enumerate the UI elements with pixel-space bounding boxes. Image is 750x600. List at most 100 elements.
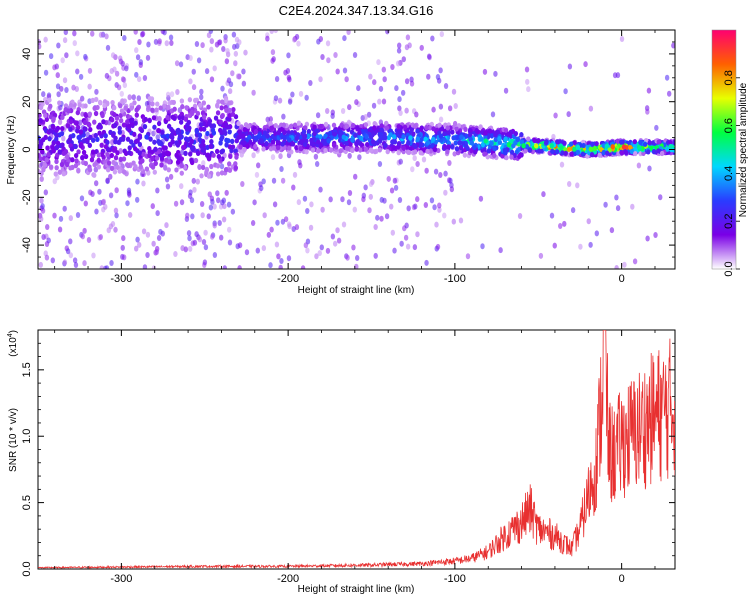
spectrogram-cell <box>87 167 93 173</box>
spectrogram-cell <box>340 107 346 114</box>
spectrogram-cell <box>431 106 436 113</box>
spectrogram-cell <box>647 165 652 172</box>
spectrogram-cell <box>502 147 508 153</box>
spectrogram-cell <box>121 235 126 242</box>
spectrogram-cell <box>257 132 262 138</box>
spectrogram-cell <box>352 51 358 58</box>
spectrogram-cell <box>243 49 248 56</box>
spectrogram-cell <box>246 123 251 129</box>
spectrogram-cell <box>575 149 581 155</box>
colorbar-tick-label: 0.8 <box>723 70 735 85</box>
spectrogram-cell <box>204 169 209 175</box>
colorbar-ticks: 0.0 0.2 0.4 0.6 0.8 <box>723 70 740 277</box>
spectrogram-cell <box>298 90 304 97</box>
spectrogram-cell <box>199 201 205 208</box>
spectrogram-cell <box>615 72 621 79</box>
spectrogram-cell <box>113 207 119 214</box>
spectrogram-cell <box>152 124 157 130</box>
spectrogram-cell <box>453 102 458 109</box>
spectrogram-cell <box>515 136 521 143</box>
spectrogram-cell <box>210 198 215 205</box>
spectrogram-cell <box>375 214 380 221</box>
spectrogram-cell <box>567 181 572 188</box>
spectrogram-cell <box>47 128 53 134</box>
spectrogram-cell <box>209 233 215 240</box>
spectrogram-cell <box>279 166 284 173</box>
spectrogram-cell <box>431 126 436 132</box>
spectrogram-cell <box>279 258 284 265</box>
spectrogram-cell <box>220 199 225 206</box>
spectrogram-cell <box>87 67 93 74</box>
spectrogram-cell <box>653 232 658 239</box>
spectrogram-cell <box>325 40 331 47</box>
spectrogram-cell <box>40 149 45 155</box>
spectrogram-cell <box>121 122 127 128</box>
spectrogram-cell <box>376 59 381 66</box>
spectrogram-cell <box>314 128 320 134</box>
spectrogram-cell <box>38 156 44 162</box>
spectrogram-cell <box>301 129 307 135</box>
spectrogram-cell <box>377 147 383 153</box>
spectrogram-cell <box>60 57 65 64</box>
spectrogram-cell <box>570 207 576 214</box>
spectrogram-cell <box>567 63 573 70</box>
spectrogram-cell <box>224 137 229 143</box>
spectrogram-cell <box>356 85 361 92</box>
spectrogram-cell <box>430 35 435 42</box>
spectrogram-cell <box>555 139 560 145</box>
spectrogram-cell <box>64 52 69 59</box>
spectrogram-cell <box>173 200 179 207</box>
spectrogram-cell <box>407 42 412 49</box>
spectrogram-cell <box>228 81 234 88</box>
spectrogram-cell <box>433 168 439 175</box>
spectrogram-cell <box>418 137 424 143</box>
spectrogram-cell <box>397 105 402 112</box>
spectrogram-cell <box>438 103 444 110</box>
spectrogram-cell <box>109 165 115 171</box>
spectrogram-cell <box>183 150 188 156</box>
spectrogram-cell <box>443 83 449 90</box>
spectrogram-cell <box>451 88 457 95</box>
spectrogram-cell <box>65 248 71 255</box>
spectrogram-cell <box>60 142 65 148</box>
spectrogram-cell <box>87 83 92 90</box>
spectrogram-cell <box>179 163 185 169</box>
spectrogram-cell <box>614 264 619 269</box>
spectrogram-cell <box>90 137 96 143</box>
spectrogram-cell <box>139 127 145 134</box>
spectrogram-cell <box>509 149 515 155</box>
spectrogram-cell <box>215 171 221 177</box>
spectrogram-cell <box>104 72 110 79</box>
spectrogram-cell <box>44 254 50 261</box>
spectrogram-cell <box>60 125 65 132</box>
spectrogram-cell <box>373 224 378 231</box>
spectrogram-cell <box>414 111 419 118</box>
spectrogram-cell <box>48 103 53 109</box>
spectrogram-cell <box>438 133 444 139</box>
spectrogram-cell <box>60 114 65 120</box>
spectrogram-cell <box>151 240 156 247</box>
spectrogram-cell <box>160 129 165 136</box>
spectrogram-cell <box>215 190 220 197</box>
spectrogram-cell <box>295 132 301 138</box>
spectrogram-cell <box>318 186 323 193</box>
spectrogram-cell <box>230 138 235 144</box>
spectrogram-cell <box>39 175 44 182</box>
spectrogram-cell <box>186 230 192 237</box>
spectrogram-cell <box>112 169 118 175</box>
spectrogram-cell <box>287 137 292 143</box>
spectrogram-cell <box>233 60 238 67</box>
spectrogram-cell <box>63 30 69 36</box>
spectrogram-cell <box>568 141 574 147</box>
spectrogram-cell <box>632 258 638 265</box>
spectrogram-cell <box>78 143 83 149</box>
spectrogram-cell <box>276 129 281 136</box>
spectrogram-cell <box>150 155 155 162</box>
spectrogram-cell <box>112 122 118 128</box>
spectrogram-cell <box>409 76 414 83</box>
spectrogram-cell <box>202 259 208 266</box>
spectrogram-cell <box>52 212 57 219</box>
spectrogram-cell <box>159 162 164 168</box>
spectrogram-cell <box>120 136 126 142</box>
spectrogram-cell <box>480 243 485 250</box>
